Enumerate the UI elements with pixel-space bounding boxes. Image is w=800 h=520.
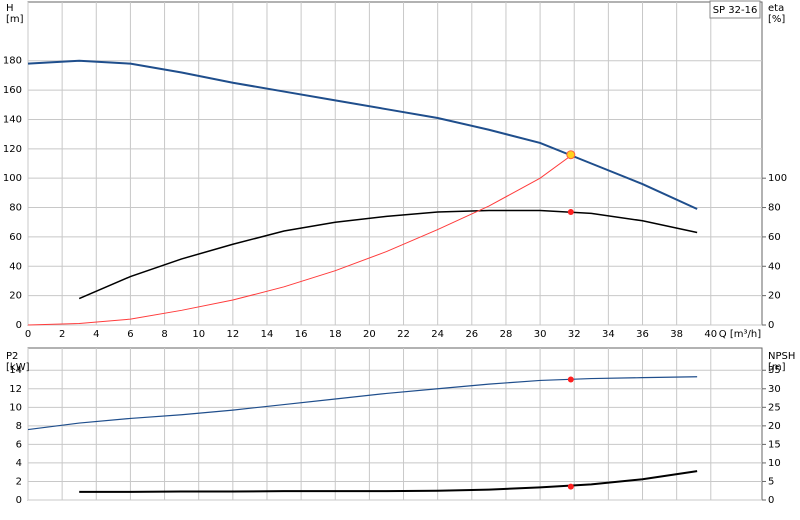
y2-tick-label: 100 xyxy=(768,173,787,184)
y2-tick-label: 20 xyxy=(768,291,781,302)
x-tick-label: 12 xyxy=(226,329,239,340)
x-tick-label: 32 xyxy=(568,329,581,340)
plot-area xyxy=(27,1,763,326)
legend-label: SP 32-16 xyxy=(713,5,758,16)
y2-tick-label: 5 xyxy=(768,476,774,487)
x-tick-label: 18 xyxy=(329,329,342,340)
x-tick-label: 10 xyxy=(192,329,205,340)
y-tick-label: 14 xyxy=(9,365,22,376)
y-tick-label: 8 xyxy=(16,421,22,432)
x-tick-label: 22 xyxy=(397,329,410,340)
x-tick-label: 24 xyxy=(431,329,444,340)
y2-tick-label: 60 xyxy=(768,232,781,243)
duty-point xyxy=(567,208,574,215)
y2-tick-label: 20 xyxy=(768,421,781,432)
data-line xyxy=(27,59,698,210)
x-axis-label: Q [m³/h] xyxy=(719,329,761,340)
x-tick-label: 40 xyxy=(704,329,717,340)
x-tick-label: 26 xyxy=(465,329,478,340)
y-tick-label: 20 xyxy=(9,291,22,302)
y2-axis-unit: [%] xyxy=(768,14,785,25)
y-tick-label: 120 xyxy=(3,144,22,155)
legend-box xyxy=(709,0,761,19)
y2-axis-label: eta xyxy=(768,3,784,14)
y-tick-label: 140 xyxy=(3,114,22,125)
y-tick-label: 6 xyxy=(16,439,22,450)
data-line xyxy=(78,209,698,300)
y-tick-label: 40 xyxy=(9,261,22,272)
y-tick-label: 0 xyxy=(16,320,22,331)
y-tick-label: 100 xyxy=(3,173,22,184)
y2-tick-label: 0 xyxy=(768,495,774,506)
x-tick-label: 36 xyxy=(636,329,649,340)
x-tick-label: 6 xyxy=(127,329,133,340)
data-line xyxy=(79,470,698,493)
data-line xyxy=(27,152,575,326)
y2-tick-label: 40 xyxy=(768,261,781,272)
x-tick-label: 2 xyxy=(59,329,65,340)
y-tick-label: 12 xyxy=(9,384,22,395)
y-tick-label: 0 xyxy=(16,495,22,506)
x-tick-label: 8 xyxy=(161,329,167,340)
duty-point xyxy=(567,376,574,383)
y-tick-label: 10 xyxy=(9,402,22,413)
y2-tick-label: 80 xyxy=(768,203,781,214)
x-tick-label: 28 xyxy=(500,329,513,340)
duty-point xyxy=(567,483,574,490)
y-tick-label: 2 xyxy=(16,476,22,487)
data-line xyxy=(27,376,698,431)
duty-point xyxy=(566,150,576,160)
x-tick-label: 14 xyxy=(261,329,274,340)
y2-axis-unit: [m] xyxy=(768,362,786,373)
y2-tick-label: 10 xyxy=(768,458,781,469)
y2-tick-label: 35 xyxy=(768,365,781,376)
x-tick-label: 4 xyxy=(93,329,99,340)
x-tick-label: 0 xyxy=(25,329,31,340)
y-tick-label: 80 xyxy=(9,203,22,214)
y-axis-unit: [kW] xyxy=(6,362,30,373)
x-tick-label: 20 xyxy=(363,329,376,340)
y-tick-label: 180 xyxy=(3,56,22,67)
y-axis-unit: [m] xyxy=(6,14,24,25)
x-tick-label: 34 xyxy=(602,329,615,340)
x-tick-label: 30 xyxy=(534,329,547,340)
y2-tick-label: 15 xyxy=(768,439,781,450)
y-tick-label: 60 xyxy=(9,232,22,243)
y2-tick-label: 30 xyxy=(768,384,781,395)
y2-tick-label: 0 xyxy=(768,320,774,331)
y-axis-label: H xyxy=(6,3,14,14)
y-tick-label: 160 xyxy=(3,85,22,96)
y-tick-label: 4 xyxy=(16,458,22,469)
y2-axis-label: NPSH xyxy=(768,351,795,362)
x-tick-label: 38 xyxy=(670,329,683,340)
y2-tick-label: 25 xyxy=(768,402,781,413)
plot-area xyxy=(27,347,763,501)
y-axis-label: P2 xyxy=(6,351,18,362)
x-tick-label: 16 xyxy=(295,329,308,340)
